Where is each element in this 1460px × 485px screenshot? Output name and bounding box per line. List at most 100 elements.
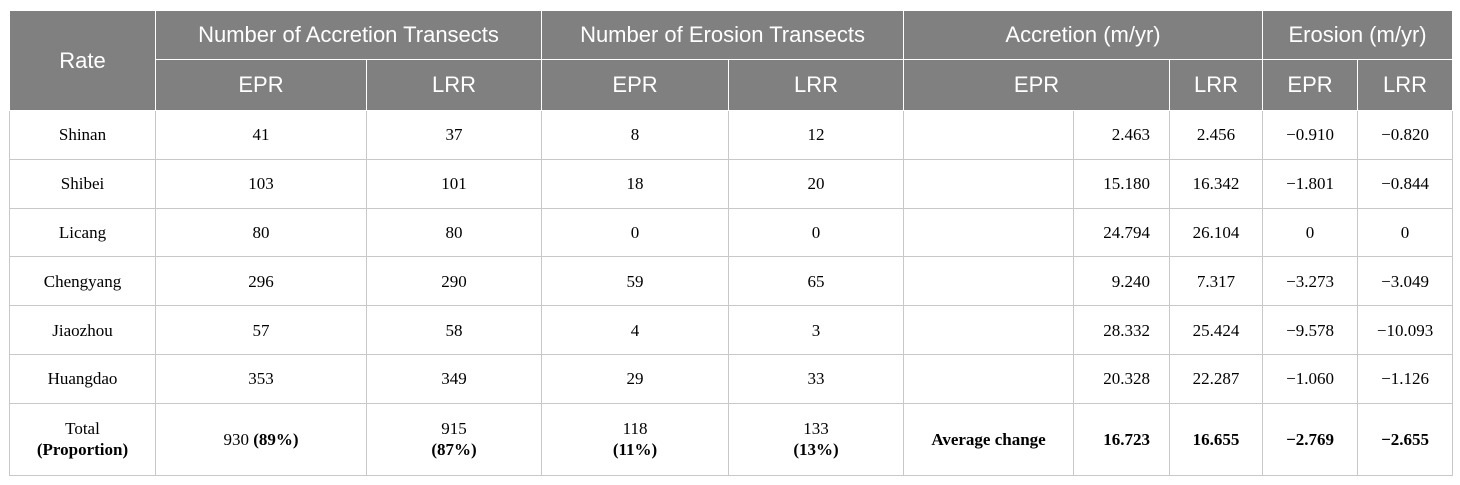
cell-ero-epr: 4 (541, 305, 730, 355)
total-ero-lrr: 133 (13%) (728, 402, 905, 477)
cell-ero-lrr: 0 (728, 207, 905, 258)
cell-ero-epr: 0 (541, 207, 730, 258)
cell-acc-epr: 103 (155, 158, 367, 209)
header-accr-epr: EPR (903, 59, 1171, 111)
total-acc-epr: 930 (89%) (155, 402, 367, 477)
cell-accr-lrr: 25.424 (1169, 305, 1264, 355)
total-ero-lrr-proportion: (13%) (793, 440, 839, 460)
empty-cell (903, 158, 1075, 209)
cell-eros-lrr: −0.844 (1357, 158, 1454, 209)
empty-cell (903, 207, 1075, 258)
total-ero-epr-proportion: (11%) (612, 440, 658, 460)
cell-ero-lrr: 3 (728, 305, 905, 355)
cell-accr-epr: 28.332 (1073, 305, 1171, 355)
empty-cell (903, 353, 1075, 404)
cell-accr-epr: 24.794 (1073, 207, 1171, 258)
cell-accr-lrr: 26.104 (1169, 207, 1264, 258)
header-acc-epr: EPR (155, 59, 367, 111)
total-acc-epr-value: 930 (223, 429, 249, 449)
cell-accr-lrr: 16.342 (1169, 158, 1264, 209)
total-avg-label: Average change (903, 402, 1075, 477)
total-eros-epr: −2.769 (1262, 402, 1359, 477)
cell-ero-lrr: 20 (728, 158, 905, 209)
header-acc-lrr: LRR (365, 59, 543, 111)
shoreline-change-table: Rate Number of Accretion Transects Numbe… (9, 10, 1454, 477)
cell-acc-epr: 41 (155, 110, 367, 160)
cell-name: Chengyang (9, 256, 156, 307)
empty-cell (903, 256, 1075, 307)
cell-accr-epr: 15.180 (1073, 158, 1171, 209)
cell-eros-epr: −9.578 (1262, 305, 1359, 355)
total-ero-lrr-value: 133 (803, 419, 829, 439)
cell-acc-epr: 57 (155, 305, 367, 355)
table-row: Shinan 41 37 8 12 2.463 2.456 −0.910 −0.820 (9, 110, 1454, 160)
cell-eros-epr: −1.060 (1262, 353, 1359, 404)
total-label: Total (Proportion) (9, 402, 156, 477)
cell-acc-lrr: 37 (365, 110, 543, 160)
total-accr-epr: 16.723 (1073, 402, 1171, 477)
total-accr-lrr: 16.655 (1169, 402, 1264, 477)
total-label-proportion: (Proportion) (36, 440, 129, 460)
cell-ero-lrr: 65 (728, 256, 905, 307)
total-acc-lrr: 915 (87%) (365, 402, 543, 477)
table-row: Licang 80 80 0 0 24.794 26.104 0 0 (9, 207, 1454, 258)
cell-name: Licang (9, 207, 156, 258)
cell-name: Shinan (9, 110, 156, 160)
cell-acc-lrr: 80 (365, 207, 543, 258)
cell-acc-lrr: 101 (365, 158, 543, 209)
total-ero-epr-value: 118 (622, 419, 648, 439)
header-accretion-transects: Number of Accretion Transects (154, 10, 543, 60)
total-acc-lrr-value: 915 (441, 419, 467, 439)
cell-accr-epr: 9.240 (1073, 256, 1171, 307)
total-row: Total (Proportion) 930 (89%) 915 (87%) 118 (11… (9, 402, 1454, 477)
cell-acc-epr: 80 (155, 207, 367, 258)
cell-accr-epr: 2.463 (1073, 110, 1171, 160)
table-row: Shibei 103 101 18 20 15.180 16.342 −1.801 −0.844 (9, 158, 1454, 209)
header-ero-lrr: LRR (728, 59, 905, 111)
total-ero-epr: 118 (11%) (541, 402, 730, 477)
cell-eros-lrr: −3.049 (1357, 256, 1454, 307)
cell-ero-lrr: 33 (728, 353, 905, 404)
cell-accr-lrr: 22.287 (1169, 353, 1264, 404)
header-eros-lrr: LRR (1357, 59, 1454, 111)
header-eros-epr: EPR (1262, 59, 1359, 111)
header-erosion-transects: Number of Erosion Transects (541, 10, 905, 60)
empty-cell (903, 305, 1075, 355)
cell-eros-epr: −1.801 (1262, 158, 1359, 209)
cell-ero-epr: 18 (541, 158, 730, 209)
empty-cell (903, 110, 1075, 160)
cell-acc-epr: 353 (155, 353, 367, 404)
cell-name: Jiaozhou (9, 305, 156, 355)
header-rate: Rate (9, 10, 156, 111)
cell-acc-lrr: 349 (365, 353, 543, 404)
cell-accr-lrr: 7.317 (1169, 256, 1264, 307)
cell-eros-epr: −3.273 (1262, 256, 1359, 307)
table-body: Shinan 41 37 8 12 2.463 2.456 −0.910 −0.820 Shibe… (9, 110, 1454, 477)
cell-ero-epr: 59 (541, 256, 730, 307)
header-accr-lrr: LRR (1169, 59, 1264, 111)
table-row: Jiaozhou 57 58 4 3 28.332 25.424 −9.578 −10.093 (9, 305, 1454, 355)
header-accretion-rate: Accretion (m/yr) (903, 10, 1264, 60)
cell-acc-epr: 296 (155, 256, 367, 307)
cell-accr-lrr: 2.456 (1169, 110, 1264, 160)
cell-eros-lrr: 0 (1357, 207, 1454, 258)
table-row: Huangdao 353 349 29 33 20.328 22.287 −1.060 −1.1… (9, 353, 1454, 404)
cell-acc-lrr: 58 (365, 305, 543, 355)
cell-eros-epr: 0 (1262, 207, 1359, 258)
cell-name: Huangdao (9, 353, 156, 404)
header-erosion-rate: Erosion (m/yr) (1262, 10, 1454, 60)
cell-accr-epr: 20.328 (1073, 353, 1171, 404)
cell-ero-epr: 8 (541, 110, 730, 160)
total-acc-lrr-proportion: (87%) (431, 440, 477, 460)
header-row-2: EPR LRR EPR LRR EPR LRR EPR LRR (10, 59, 1454, 111)
header-ero-epr: EPR (541, 59, 730, 111)
total-label-value: Total (65, 419, 100, 439)
cell-eros-lrr: −10.093 (1357, 305, 1454, 355)
total-acc-epr-proportion: (89%) (253, 429, 299, 449)
cell-ero-lrr: 12 (728, 110, 905, 160)
cell-name: Shibei (9, 158, 156, 209)
header-row-1: Rate Number of Accretion Transects Numbe… (9, 10, 1454, 111)
cell-eros-lrr: −1.126 (1357, 353, 1454, 404)
cell-eros-lrr: −0.820 (1357, 110, 1454, 160)
total-eros-lrr: −2.655 (1357, 402, 1454, 477)
